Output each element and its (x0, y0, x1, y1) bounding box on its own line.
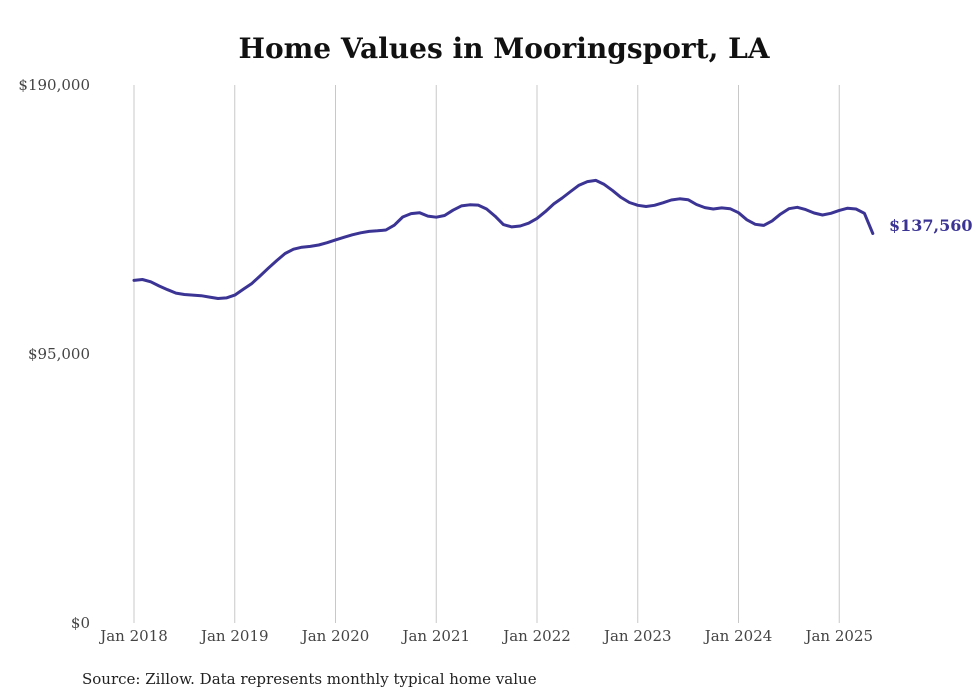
x-tick-label: Jan 2022 (501, 627, 571, 645)
gridlines (133, 85, 840, 623)
chart-title: Home Values in Mooringsport, LA (239, 32, 771, 65)
x-axis-ticks: Jan 2018 Jan 2019 Jan 2020 Jan 2021 Jan 2022… (98, 627, 873, 645)
x-tick-label: Jan 2019 (199, 627, 269, 645)
x-tick-label: Jan 2024 (703, 627, 773, 645)
x-tick-label: Jan 2018 (98, 627, 168, 645)
x-tick-label: Jan 2023 (602, 627, 672, 645)
x-tick-label: Jan 2020 (300, 627, 370, 645)
x-tick-label: Jan 2025 (803, 627, 873, 645)
y-tick-label: $190,000 (18, 76, 90, 94)
x-tick-label: Jan 2021 (400, 627, 470, 645)
y-axis-ticks: $0 $95,000 $190,000 (18, 76, 90, 632)
y-tick-label: $0 (71, 614, 90, 632)
end-value-label: $137,560 (889, 216, 973, 235)
y-tick-label: $95,000 (28, 345, 90, 363)
source-note: Source: Zillow. Data represents monthly … (82, 670, 537, 688)
series-line (132, 178, 875, 300)
